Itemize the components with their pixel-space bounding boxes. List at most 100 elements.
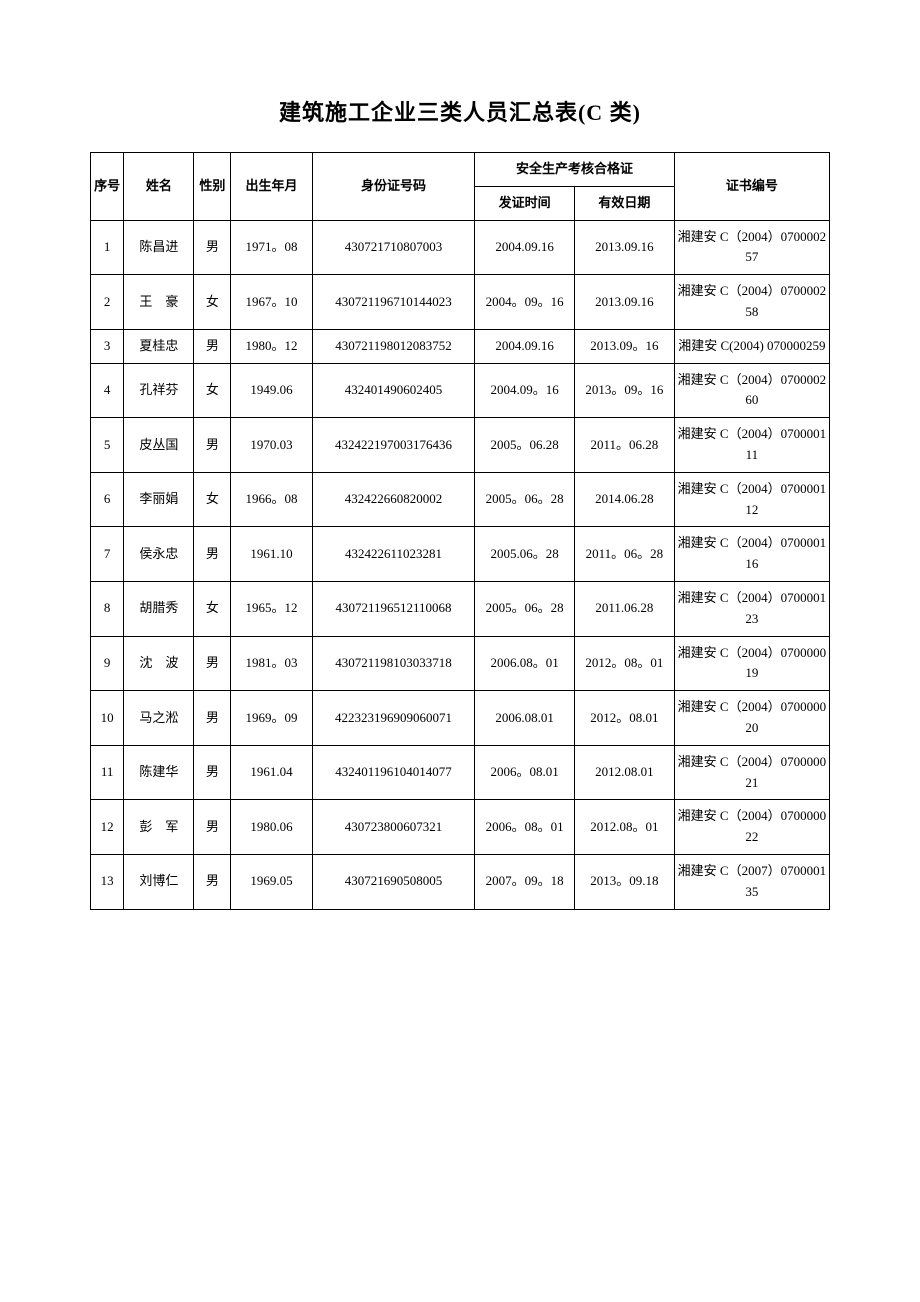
cell-name: 陈昌进 — [124, 220, 194, 275]
cell-seq: 11 — [91, 745, 124, 800]
cell-seq: 2 — [91, 275, 124, 330]
cell-birth: 1961.10 — [231, 527, 312, 582]
header-valid-date: 有效日期 — [575, 186, 675, 220]
cell-birth: 1970.03 — [231, 418, 312, 473]
cell-valid: 2012.08。01 — [575, 800, 675, 855]
cell-cert: 湘建安 C（2004）070000111 — [674, 418, 829, 473]
cell-gender: 男 — [194, 329, 231, 363]
cell-cert: 湘建安 C（2004）070000022 — [674, 800, 829, 855]
cell-seq: 5 — [91, 418, 124, 473]
cell-id: 430721196710144023 — [312, 275, 475, 330]
cell-issue: 2004。09。16 — [475, 275, 575, 330]
cell-cert: 湘建安 C（2004）070000019 — [674, 636, 829, 691]
cell-id: 430721710807003 — [312, 220, 475, 275]
cell-id: 432422660820002 — [312, 472, 475, 527]
cell-cert: 湘建安 C（2004）070000123 — [674, 581, 829, 636]
cell-valid: 2012.08.01 — [575, 745, 675, 800]
cell-id: 430721198103033718 — [312, 636, 475, 691]
cell-gender: 男 — [194, 636, 231, 691]
cell-seq: 9 — [91, 636, 124, 691]
cell-gender: 女 — [194, 275, 231, 330]
header-cert-group: 安全生产考核合格证 — [475, 153, 675, 187]
cell-cert: 湘建安 C（2007）070000135 — [674, 854, 829, 909]
cell-name: 马之淞 — [124, 691, 194, 746]
table-row: 10马之淞男1969。094223231969090600712006.08.0… — [91, 691, 830, 746]
cell-valid: 2013.09.16 — [575, 220, 675, 275]
table-row: 12彭 军男1980.064307238006073212006。08。0120… — [91, 800, 830, 855]
cell-name: 胡腊秀 — [124, 581, 194, 636]
cell-valid: 2012。08。01 — [575, 636, 675, 691]
header-birth: 出生年月 — [231, 153, 312, 221]
cell-issue: 2004.09。16 — [475, 363, 575, 418]
cell-issue: 2006。08。01 — [475, 800, 575, 855]
header-gender: 性别 — [194, 153, 231, 221]
cell-name: 李丽娟 — [124, 472, 194, 527]
cell-issue: 2005。06。28 — [475, 472, 575, 527]
cell-cert: 湘建安 C(2004) 070000259 — [674, 329, 829, 363]
cell-seq: 10 — [91, 691, 124, 746]
cell-name: 王 豪 — [124, 275, 194, 330]
header-id: 身份证号码 — [312, 153, 475, 221]
table-row: 6李丽娟女1966。084324226608200022005。06。28201… — [91, 472, 830, 527]
cell-birth: 1961.04 — [231, 745, 312, 800]
cell-cert: 湘建安 C（2004）070000021 — [674, 745, 829, 800]
cell-seq: 12 — [91, 800, 124, 855]
cell-seq: 4 — [91, 363, 124, 418]
header-seq: 序号 — [91, 153, 124, 221]
cell-id: 430721690508005 — [312, 854, 475, 909]
cell-gender: 男 — [194, 854, 231, 909]
cell-name: 陈建华 — [124, 745, 194, 800]
cell-birth: 1980。12 — [231, 329, 312, 363]
cell-name: 沈 波 — [124, 636, 194, 691]
table-row: 1陈昌进男1971。084307217108070032004.09.16201… — [91, 220, 830, 275]
cell-issue: 2006.08.01 — [475, 691, 575, 746]
table-row: 5皮丛国男1970.034324221970031764362005。06.28… — [91, 418, 830, 473]
cell-valid: 2011。06。28 — [575, 527, 675, 582]
cell-gender: 男 — [194, 527, 231, 582]
cell-valid: 2012。08.01 — [575, 691, 675, 746]
table-row: 2王 豪女1967。104307211967101440232004。09。16… — [91, 275, 830, 330]
cell-valid: 2011。06.28 — [575, 418, 675, 473]
cell-gender: 女 — [194, 472, 231, 527]
cell-cert: 湘建安 C（2004）070000260 — [674, 363, 829, 418]
cell-valid: 2013。09。16 — [575, 363, 675, 418]
cell-name: 彭 军 — [124, 800, 194, 855]
cell-cert: 湘建安 C（2004）070000116 — [674, 527, 829, 582]
cell-issue: 2004.09.16 — [475, 329, 575, 363]
table-row: 11陈建华男1961.044324011961040140772006。08.0… — [91, 745, 830, 800]
cell-issue: 2007。09。18 — [475, 854, 575, 909]
cell-birth: 1966。08 — [231, 472, 312, 527]
table-row: 7侯永忠男1961.104324226110232812005.06。28201… — [91, 527, 830, 582]
cell-seq: 3 — [91, 329, 124, 363]
table-row: 4孔祥芬女1949.064324014906024052004.09。16201… — [91, 363, 830, 418]
cell-seq: 7 — [91, 527, 124, 582]
cell-birth: 1965。12 — [231, 581, 312, 636]
cell-id: 432422611023281 — [312, 527, 475, 582]
cell-birth: 1967。10 — [231, 275, 312, 330]
header-cert-no: 证书编号 — [674, 153, 829, 221]
header-name: 姓名 — [124, 153, 194, 221]
cell-issue: 2006。08.01 — [475, 745, 575, 800]
cell-valid: 2013。09.18 — [575, 854, 675, 909]
cell-issue: 2005。06.28 — [475, 418, 575, 473]
cell-name: 孔祥芬 — [124, 363, 194, 418]
cell-gender: 男 — [194, 220, 231, 275]
cell-birth: 1981。03 — [231, 636, 312, 691]
cell-valid: 2013.09.16 — [575, 275, 675, 330]
page-title: 建筑施工企业三类人员汇总表(C 类) — [90, 95, 830, 127]
cell-valid: 2011.06.28 — [575, 581, 675, 636]
cell-gender: 男 — [194, 800, 231, 855]
cell-seq: 13 — [91, 854, 124, 909]
cell-issue: 2004.09.16 — [475, 220, 575, 275]
cell-valid: 2013.09。16 — [575, 329, 675, 363]
cell-name: 皮丛国 — [124, 418, 194, 473]
cell-name: 夏桂忠 — [124, 329, 194, 363]
cell-valid: 2014.06.28 — [575, 472, 675, 527]
cell-issue: 2006.08。01 — [475, 636, 575, 691]
cell-gender: 男 — [194, 745, 231, 800]
cell-cert: 湘建安 C（2004）070000258 — [674, 275, 829, 330]
cell-cert: 湘建安 C（2004）070000112 — [674, 472, 829, 527]
cell-id: 432401196104014077 — [312, 745, 475, 800]
cell-birth: 1969。09 — [231, 691, 312, 746]
cell-gender: 男 — [194, 418, 231, 473]
